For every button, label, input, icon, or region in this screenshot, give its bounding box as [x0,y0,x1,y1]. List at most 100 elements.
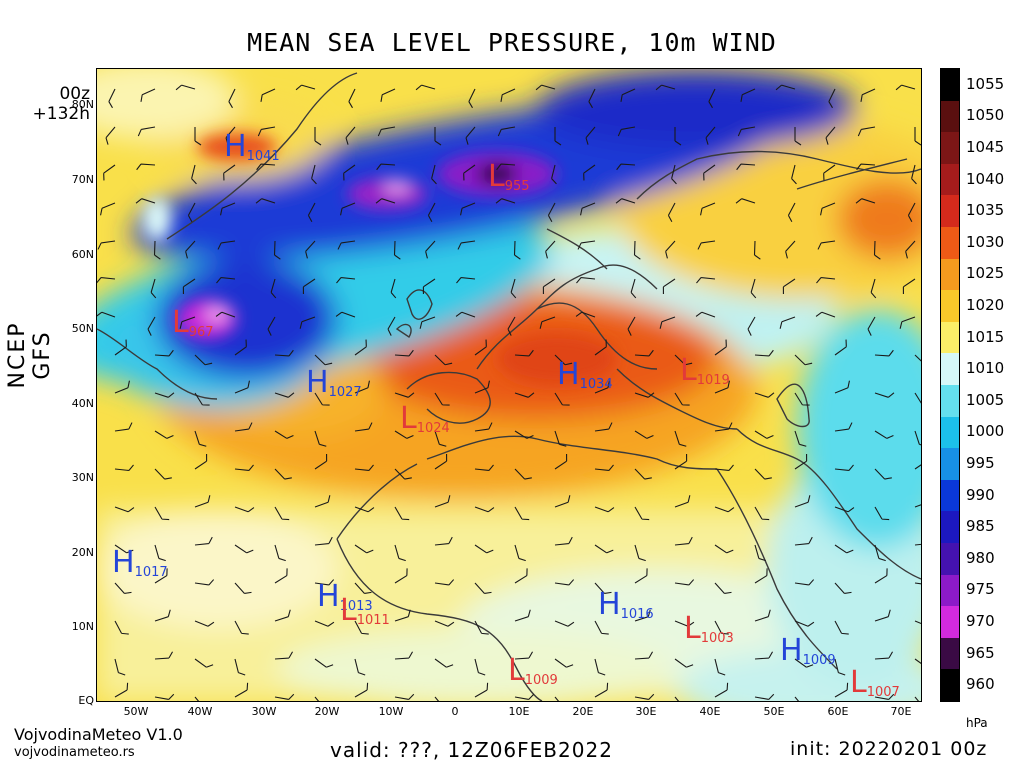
wind-barb [97,311,116,318]
wind-barb [114,544,134,554]
pressure-map [96,68,922,702]
wind-barb [434,579,455,586]
wind-barb [594,658,606,676]
colorbar-label: 960 [966,675,995,694]
wind-barb [314,696,332,701]
wind-barb [674,430,687,447]
wind-barb [234,339,247,356]
low-center: L1007 [850,668,900,701]
wind-barb [874,693,895,700]
colorbar-label: 985 [966,517,995,536]
wind-barb [375,198,396,204]
wind-barb [794,579,815,586]
wind-barb [474,658,486,676]
wind-barb [794,620,815,627]
low-center: L1011 [340,596,390,629]
lat-tick: 20N [71,546,94,559]
wind-barb [434,658,454,668]
wind-barb [747,316,756,336]
coastlines [97,72,921,701]
lon-tick: 70E [890,705,912,718]
wind-barb [376,163,396,171]
wind-barb [154,349,174,357]
wind-barb [154,506,170,521]
wind-barb [314,127,322,146]
wind-barb [754,568,768,584]
wind-barb [860,88,876,102]
run-cycle: 00z [59,84,90,104]
wind-barb [295,84,316,91]
wind-barb [434,620,455,627]
lat-tick: 50N [71,322,94,335]
wind-barb [496,163,516,171]
wind-barb [514,430,534,439]
high-center: H1041 [224,132,280,165]
wind-barb [794,127,802,146]
wind-barb [577,240,596,250]
wind-barb [779,316,796,329]
wind-barb [457,240,476,250]
wind-barb [914,658,921,668]
wind-barb [255,198,276,204]
wind-barb [314,495,331,508]
wind-barb [97,240,116,250]
brand-site: vojvodinameteo.rs [14,745,135,760]
wind-barb [634,568,648,584]
colorbar-segment [941,290,959,323]
wind-barb [354,339,367,356]
colorbar-label: 965 [966,643,995,662]
high-center: H1017 [112,548,168,581]
lon-tick: 50W [123,705,149,718]
colorbar-segment [941,132,959,165]
wind-barb [514,392,535,398]
wind-barb [907,202,916,222]
wind-barb [114,339,127,356]
wind-barb [815,311,836,318]
wind-barb [554,453,568,470]
wind-barb [630,278,637,299]
colorbar-segment [941,416,959,449]
center-type: L [172,305,189,340]
center-value: 1009 [802,653,836,668]
wind-barb [274,544,286,562]
colorbar-segment [941,195,959,228]
wind-barb [583,164,596,181]
wind-barb [474,682,489,698]
wind-barb [267,316,276,336]
lat-tick: 70N [71,173,94,186]
wind-barb [354,544,374,554]
wind-barb [914,620,921,627]
wind-barb [914,354,921,366]
wind-barb [594,422,613,432]
wind-barb [674,127,682,146]
wind-barb [394,506,410,521]
colorbar-label: 1055 [966,74,1005,93]
wind-barb [554,579,575,586]
wind-barb [714,506,735,513]
wind-barb [794,536,813,546]
map-canvas [97,69,921,701]
wind-barb [274,392,295,398]
center-value: 967 [188,325,214,340]
wind-barb [474,506,495,513]
wind-barb [514,506,530,521]
center-type: H [317,579,340,614]
wind-barb [463,164,476,181]
wind-barb [434,495,451,508]
wind-barb [337,240,356,250]
wind-barb [754,506,770,521]
wind-barb [474,464,494,472]
wind-barb [394,430,414,439]
colorbar-label: 970 [966,612,995,630]
wind-barb [100,202,116,216]
wind-barb [434,536,453,546]
colorbar-segment [941,258,959,291]
wind-barb [874,568,888,584]
wind-barb [354,422,373,432]
wind-barb [594,339,607,356]
wind-barb [234,658,246,676]
colorbar-label: 1015 [966,327,1005,346]
wind-barb [914,392,921,406]
wind-barb [507,316,516,336]
lon-tick: 20E [572,705,594,718]
